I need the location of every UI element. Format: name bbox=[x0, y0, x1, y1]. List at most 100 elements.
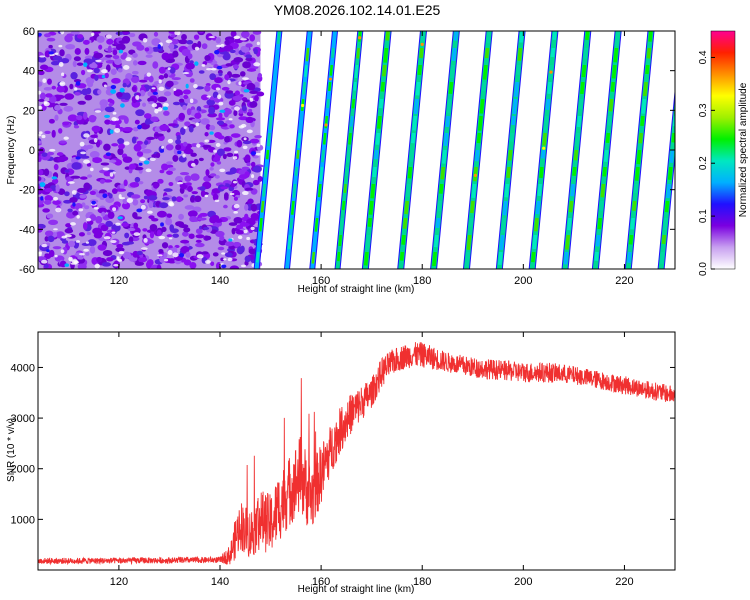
noise-gap bbox=[219, 168, 226, 173]
noise-blob bbox=[229, 265, 240, 269]
snr-panel: 120 140 160 180 200 220 1000 2000 3000 4000 Heig… bbox=[6, 331, 676, 595]
noise-blob bbox=[249, 34, 256, 42]
noise-blob bbox=[169, 67, 176, 74]
noise-hotspot bbox=[83, 62, 88, 68]
x-tick-label: 220 bbox=[615, 576, 633, 588]
noise-blob bbox=[168, 123, 178, 127]
noise-hotspot bbox=[214, 50, 220, 55]
noise-blob bbox=[98, 44, 103, 50]
heatmap-stripe bbox=[397, 31, 427, 269]
stripe-segment bbox=[600, 183, 606, 198]
noise-blob bbox=[148, 75, 154, 83]
y-tick-label: 20 bbox=[23, 105, 35, 117]
noise-blob bbox=[210, 261, 215, 266]
snr-series-line bbox=[38, 342, 675, 566]
noise-blob bbox=[183, 194, 189, 198]
stripe-segment bbox=[305, 47, 310, 62]
noise-blob bbox=[171, 196, 177, 202]
stripe-segment bbox=[547, 81, 552, 94]
noise-blob bbox=[132, 211, 138, 219]
stripe-segment bbox=[539, 166, 544, 179]
noise-blob bbox=[191, 191, 198, 195]
noise-blob bbox=[209, 125, 216, 131]
noise-hotspot bbox=[72, 202, 76, 207]
stripe-segment bbox=[450, 64, 455, 79]
noise-blob bbox=[166, 213, 173, 218]
noise-blob bbox=[53, 163, 59, 171]
noise-blob bbox=[210, 162, 215, 167]
noise-blob bbox=[241, 166, 250, 171]
noise-gap bbox=[145, 168, 152, 173]
noise-gap bbox=[204, 139, 210, 143]
noise-blob bbox=[244, 154, 251, 162]
y-tick-label: 0 bbox=[29, 145, 35, 157]
noise-blob bbox=[168, 43, 175, 50]
noise-blob bbox=[178, 39, 188, 45]
noise-blob bbox=[185, 182, 192, 186]
noise-blob bbox=[43, 199, 52, 205]
noise-gap bbox=[211, 67, 217, 71]
stripe-segment bbox=[292, 183, 297, 198]
noise-gap bbox=[233, 204, 240, 209]
noise-blob bbox=[151, 218, 159, 222]
noise-hotspot bbox=[157, 44, 162, 49]
noise-blob bbox=[132, 198, 139, 206]
heatmap-stripe bbox=[462, 31, 493, 269]
stripe-segment bbox=[595, 234, 601, 247]
stripe-segment bbox=[329, 64, 334, 76]
noise-blob bbox=[97, 89, 102, 95]
stripe-segment bbox=[375, 132, 381, 145]
stripe-segment bbox=[287, 234, 292, 250]
stripe-segment bbox=[645, 64, 650, 75]
noise-gap bbox=[243, 137, 247, 141]
stripe-hotspot bbox=[549, 70, 553, 74]
noise-blob bbox=[209, 173, 217, 177]
stripe-segment bbox=[441, 149, 447, 164]
stripe-segment bbox=[517, 47, 523, 61]
noise-blob bbox=[159, 256, 166, 263]
stripe-segment bbox=[542, 132, 547, 146]
stripe-segment bbox=[368, 200, 374, 215]
stripe-segment bbox=[565, 234, 571, 250]
stripe-segment bbox=[543, 115, 549, 131]
noise-gap bbox=[215, 142, 221, 148]
noise-blob bbox=[38, 70, 45, 76]
noise-gap bbox=[139, 157, 146, 162]
stripe-hotspot bbox=[358, 36, 362, 40]
noise-blob bbox=[163, 110, 170, 116]
noise-blob bbox=[136, 44, 145, 51]
noise-blob bbox=[88, 114, 97, 123]
noise-gap bbox=[114, 118, 120, 121]
noise-blob bbox=[180, 245, 190, 254]
noise-blob bbox=[51, 85, 57, 90]
noise-hotspot bbox=[64, 263, 70, 267]
noise-gap bbox=[222, 258, 227, 261]
noise-blob bbox=[54, 114, 59, 121]
noise-hotspot bbox=[194, 61, 199, 66]
noise-blob bbox=[131, 70, 139, 75]
noise-hotspot bbox=[102, 193, 108, 199]
noise-blob bbox=[184, 205, 195, 210]
stripe-segment bbox=[674, 105, 675, 115]
noise-blob bbox=[48, 219, 59, 226]
noise-hotspot bbox=[75, 81, 81, 86]
stripe-segment bbox=[437, 200, 442, 212]
noise-blob bbox=[121, 241, 131, 246]
noise-blob bbox=[77, 100, 86, 105]
noise-gap bbox=[158, 79, 162, 84]
noise-blob bbox=[244, 187, 254, 191]
colorbar-ticks: 0.0 0.1 0.2 0.3 0.4 bbox=[698, 50, 715, 276]
noise-gap bbox=[246, 129, 253, 134]
noise-blob bbox=[91, 62, 97, 68]
snr-frame bbox=[37, 331, 676, 571]
noise-gap bbox=[237, 235, 243, 240]
noise-blob bbox=[131, 136, 137, 144]
stripe-segment bbox=[409, 149, 414, 162]
noise-gap bbox=[141, 247, 148, 250]
stripe-segment bbox=[341, 200, 346, 211]
noise-blob bbox=[183, 94, 189, 100]
noise-blob bbox=[149, 224, 158, 231]
stripe-segment bbox=[659, 251, 665, 264]
noise-gap bbox=[234, 150, 239, 154]
noise-gap bbox=[54, 52, 59, 55]
